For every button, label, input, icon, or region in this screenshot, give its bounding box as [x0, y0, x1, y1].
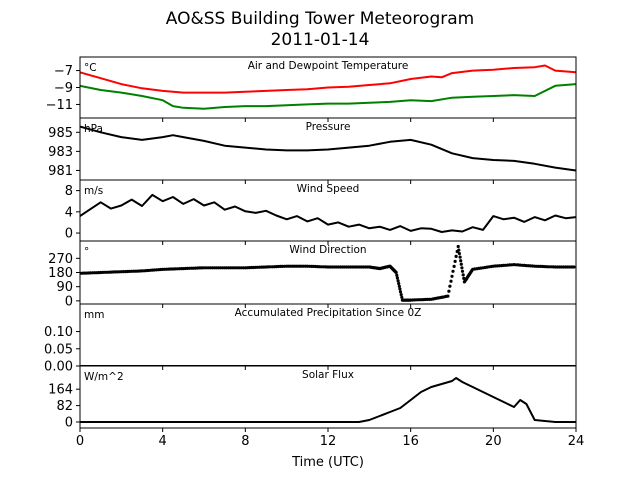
chart-panels: −7 −9 −11 Air and Dewpoint Temperature °C 985…	[44, 56, 577, 432]
data-point	[397, 284, 401, 288]
x-tick-label: 20	[485, 434, 502, 449]
x-axis-label: Time (UTC)	[291, 455, 364, 470]
figure-subtitle: 2011-01-14	[271, 30, 370, 50]
data-point	[449, 279, 453, 283]
data-point	[395, 273, 399, 277]
y-tick-label: 180	[48, 266, 73, 281]
panel-title: Wind Speed	[297, 183, 360, 195]
series-1-line	[80, 64, 576, 94]
panel-title: Air and Dewpoint Temperature	[248, 60, 409, 72]
panel-unit: W/m^2	[84, 371, 124, 383]
data-point	[458, 255, 462, 259]
y-tick-label: 0	[65, 227, 73, 242]
panel-unit: °C	[84, 62, 97, 74]
y-tick-label: 8	[65, 184, 73, 199]
y-tick-label: 985	[48, 126, 73, 141]
data-point	[453, 259, 457, 263]
data-point	[447, 289, 451, 293]
panel-title: Wind Direction	[289, 244, 366, 256]
data-point	[399, 293, 403, 297]
y-tick-label: 981	[48, 164, 73, 179]
panel-unit: °	[84, 246, 89, 258]
series-1-line	[80, 193, 576, 233]
data-point	[460, 269, 465, 273]
y-tick-label: 4	[65, 205, 73, 220]
y-tick-label: 164	[48, 383, 73, 398]
panel-unit: mm	[84, 309, 104, 321]
data-point	[572, 265, 576, 269]
data-point	[398, 290, 403, 294]
y-tick-label: 90	[56, 280, 73, 295]
x-tick-label: 4	[159, 434, 167, 449]
series-1-line	[80, 125, 576, 172]
data-point	[459, 259, 463, 263]
y-tick-label: 0.05	[44, 342, 73, 357]
data-point	[459, 262, 463, 266]
y-tick-label: 0.00	[44, 360, 73, 375]
y-tick-label: −9	[54, 81, 73, 96]
data-point	[457, 252, 461, 256]
figure-title: AO&SS Building Tower Meteorogram	[166, 9, 474, 29]
y-tick-label: 0	[65, 294, 73, 309]
series-1-line	[80, 377, 576, 423]
data-point	[398, 287, 402, 291]
y-tick-label: 983	[48, 145, 73, 160]
data-point	[394, 270, 398, 275]
data-point	[396, 279, 400, 283]
data-point	[397, 281, 401, 286]
panel-5: 0.10 0.05 0.00 Accumulated Precipitation Si…	[44, 303, 577, 375]
data-point	[451, 269, 455, 273]
data-point	[456, 244, 460, 249]
series-1	[80, 244, 576, 302]
data-point	[452, 264, 456, 268]
data-point	[395, 276, 399, 280]
panel-1: −7 −9 −11 Air and Dewpoint Temperature °C	[46, 56, 577, 122]
y-tick-label: −7	[54, 64, 73, 79]
data-point	[461, 273, 465, 277]
data-point	[454, 254, 458, 258]
x-tick-label: 8	[241, 434, 249, 449]
series-2-line	[80, 83, 576, 110]
x-tick-label: 16	[402, 434, 419, 449]
y-tick-label: 0	[65, 416, 73, 431]
x-tick-label: 0	[76, 434, 84, 449]
panel-unit: hPa	[84, 123, 103, 135]
x-tick-label: 12	[320, 434, 337, 449]
data-point	[448, 284, 452, 288]
data-point	[457, 248, 461, 252]
data-point	[400, 295, 404, 299]
panel-title: Pressure	[306, 121, 351, 133]
x-tick-label: 24	[568, 434, 585, 449]
y-tick-label: 270	[48, 252, 73, 267]
data-point	[460, 266, 464, 270]
data-point	[450, 274, 454, 278]
y-tick-label: 0.10	[44, 325, 73, 340]
panel-unit: m/s	[84, 185, 103, 197]
data-point	[446, 294, 450, 298]
x-axis: 0 4 8 12 16 20 24	[76, 434, 584, 449]
y-tick-label: −11	[46, 98, 73, 113]
panel-title: Accumulated Precipitation Since 0Z	[235, 307, 422, 319]
panel-2: 985 983 981 Pressure hPa	[48, 117, 577, 184]
panel-3: 8 4 0 Wind Speed m/s	[65, 179, 577, 245]
y-tick-label: 82	[56, 399, 73, 414]
panel-title: Solar Flux	[302, 369, 354, 381]
